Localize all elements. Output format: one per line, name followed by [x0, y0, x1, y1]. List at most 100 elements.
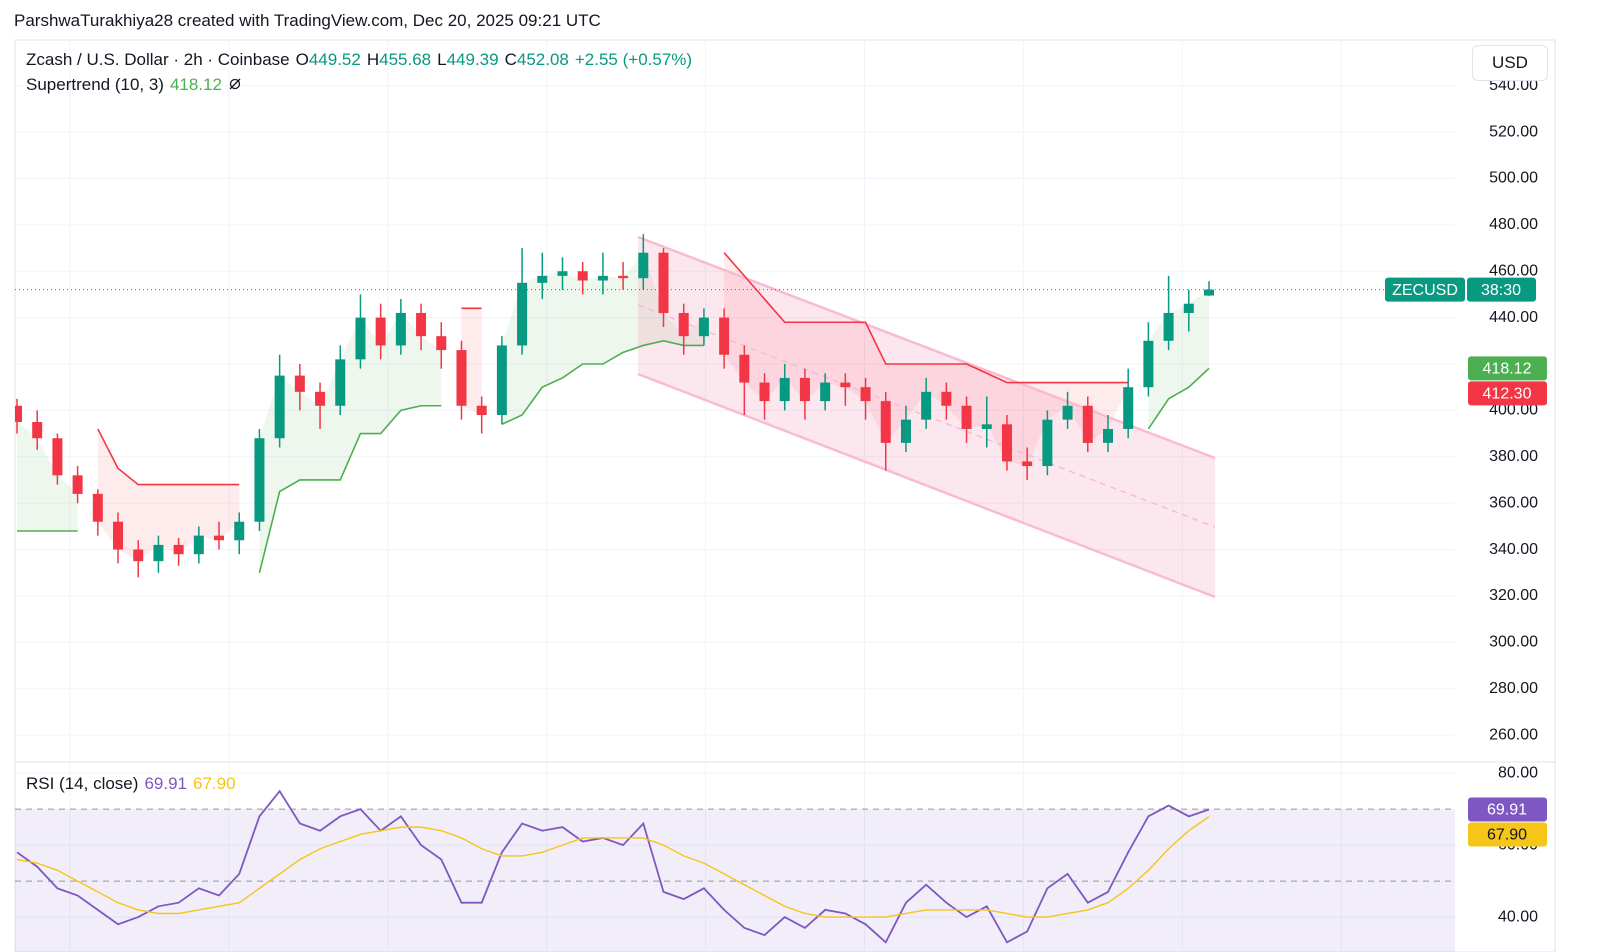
candle-body — [476, 405, 487, 416]
rsi-legend: RSI (14, close) 69.91 67.90 — [26, 774, 242, 794]
candle-body — [1062, 405, 1073, 420]
candle-body — [294, 375, 305, 392]
candle-body — [92, 493, 103, 522]
candle-body — [961, 405, 972, 429]
grid — [15, 40, 1455, 952]
candle-body — [880, 401, 891, 443]
candle-body — [193, 535, 204, 555]
candle-body — [456, 350, 467, 406]
candle-body — [698, 317, 709, 337]
price-tag-label: 412.30 — [1483, 386, 1532, 403]
price-tag — [1468, 356, 1547, 381]
rsi-value: 67.90 — [192, 774, 236, 793]
y-tick-label: 340.00 — [1489, 541, 1538, 558]
rsi-pane — [15, 789, 1455, 952]
main-marks — [15, 234, 1214, 578]
candle-body — [234, 521, 245, 541]
ohlc-value: 449.52 — [308, 50, 361, 69]
y-tick-label: 500.00 — [1489, 170, 1538, 187]
rsi-band — [15, 809, 1455, 952]
candle-body — [315, 391, 326, 406]
trend-fills — [17, 252, 1209, 573]
trend-fill — [724, 252, 1129, 467]
y-tick-label: 280.00 — [1489, 680, 1538, 697]
y-tick-label: 360.00 — [1489, 494, 1538, 511]
indicator-legend: Supertrend (10, 3) 418.12 — [26, 75, 242, 95]
y-tick-label: 520.00 — [1489, 123, 1538, 140]
y-tick-label: 460.00 — [1489, 262, 1538, 279]
frame — [14, 39, 1556, 952]
currency-button[interactable]: USD — [1472, 45, 1548, 81]
candle-body — [820, 382, 831, 402]
supertrend-line — [97, 252, 1129, 486]
candle-body — [719, 317, 730, 355]
y-tick-label: 440.00 — [1489, 309, 1538, 326]
price-tag-label: 418.12 — [1483, 361, 1532, 378]
candle-body — [355, 317, 366, 360]
candle-body — [1204, 289, 1214, 296]
symbol-title: Zcash / U.S. Dollar · 2h · Coinbase — [26, 50, 290, 69]
candle-body — [921, 391, 932, 420]
candle-body — [1082, 405, 1093, 443]
candle-body — [739, 354, 750, 383]
icon-circle — [229, 78, 241, 90]
ohlc-label: C — [504, 50, 517, 69]
y-tick-label: 480.00 — [1489, 216, 1538, 233]
candle-body — [779, 377, 790, 402]
candle-body — [1102, 428, 1113, 443]
change-value: +2.55 (+0.57%) — [574, 50, 693, 69]
candle-body — [860, 387, 871, 402]
candle-body — [32, 421, 43, 439]
price-tag — [1468, 822, 1547, 847]
candle-body — [496, 345, 507, 416]
candle-body — [113, 521, 124, 550]
candle-body — [941, 391, 952, 406]
candle-body — [840, 382, 851, 388]
price-tag-label: 67.90 — [1487, 827, 1527, 844]
candle-body — [72, 475, 83, 494]
trend-fill — [259, 312, 442, 573]
y-tick-label: 80.00 — [1498, 764, 1538, 781]
channel-bottom — [637, 372, 1216, 599]
candle-body — [900, 419, 911, 443]
supertrend-line — [17, 339, 1210, 573]
trend-fill — [501, 252, 704, 425]
candle-body — [214, 535, 225, 541]
hide-icon[interactable] — [228, 77, 242, 91]
candle-body — [1022, 461, 1033, 467]
candle-body — [658, 252, 669, 313]
countdown-tag — [1467, 277, 1536, 302]
ohlc-value: 455.68 — [379, 50, 432, 69]
ohlc-label: O — [295, 50, 309, 69]
symbol-tag — [1385, 277, 1465, 302]
candle-body — [557, 271, 568, 276]
rsi-value: 69.91 — [144, 774, 187, 793]
candle-body — [1123, 387, 1134, 429]
y-tick-label: 40.00 — [1498, 908, 1538, 925]
candle-body — [52, 438, 63, 476]
y-tick-label: 400.00 — [1489, 402, 1538, 419]
trend-fill — [17, 421, 78, 531]
price-tag-label: 69.91 — [1487, 802, 1527, 819]
ohlc-label: H — [366, 50, 380, 69]
candle-body — [981, 424, 992, 429]
candle-body — [638, 252, 649, 279]
ohlc-value: 452.08 — [516, 50, 569, 69]
candle-body — [597, 275, 608, 281]
y-tick-label: 260.00 — [1489, 726, 1538, 743]
y-tick-label: 540.00 — [1489, 77, 1538, 94]
ohlc-value: 449.39 — [446, 50, 499, 69]
symbol-tag-label: ZECUSD — [1392, 282, 1458, 299]
rsi-line — [16, 789, 1210, 944]
candle-body — [375, 317, 386, 346]
countdown-label: 38:30 — [1481, 282, 1521, 299]
icon-slash — [229, 78, 241, 90]
rsi-line — [16, 816, 1210, 918]
main-pane — [15, 234, 1216, 599]
y-tick-label: 300.00 — [1489, 634, 1538, 651]
candle-body — [678, 312, 689, 337]
candle-body — [1163, 312, 1174, 341]
candle-body — [517, 282, 528, 346]
candle-body — [254, 438, 265, 522]
